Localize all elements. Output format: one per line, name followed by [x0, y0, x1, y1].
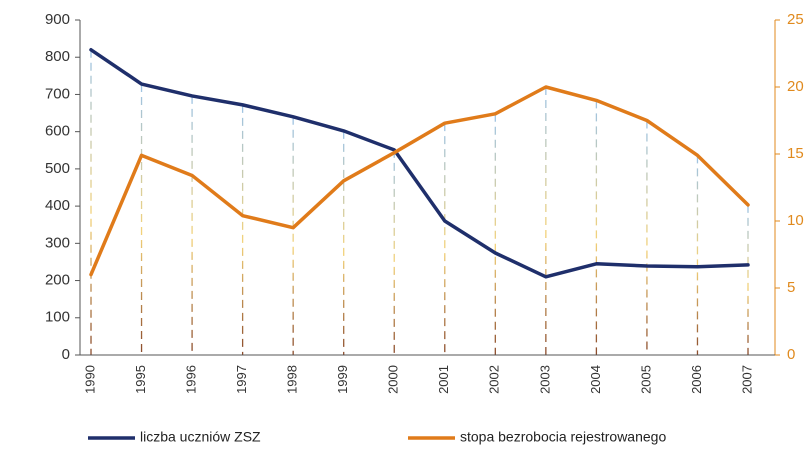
- x-tick-label: 2003: [537, 365, 552, 394]
- x-tick-label: 1995: [133, 365, 148, 394]
- series-line: [89, 85, 750, 277]
- legend-label: liczba uczniów ZSZ: [140, 429, 261, 445]
- x-tick-label: 2000: [386, 365, 401, 394]
- x-tick-label: 1999: [335, 365, 350, 394]
- y2-tick-label: 5: [787, 279, 795, 296]
- x-tick-label: 1998: [285, 365, 300, 394]
- y-tick-label: 100: [45, 309, 70, 326]
- y-tick-label: 900: [45, 11, 70, 28]
- y2-tick-label: 15: [787, 145, 804, 162]
- x-tick-label: 2004: [588, 365, 603, 394]
- y-tick-label: 400: [45, 197, 70, 214]
- y-tick-label: 700: [45, 85, 70, 102]
- y-tick-label: 500: [45, 160, 70, 177]
- y-tick-label: 200: [45, 272, 70, 289]
- y2-tick-label: 10: [787, 212, 804, 229]
- y2-tick-label: 20: [787, 78, 804, 95]
- y-tick-label: 300: [45, 234, 70, 251]
- y-tick-label: 0: [62, 346, 70, 363]
- x-tick-label: 2002: [487, 365, 502, 394]
- series-line: [89, 48, 750, 279]
- x-tick-label: 2001: [436, 365, 451, 394]
- x-tick-label: 1996: [184, 365, 199, 394]
- x-tick-label: 2006: [689, 365, 704, 394]
- y-tick-label: 800: [45, 48, 70, 65]
- x-tick-label: 1997: [234, 365, 249, 394]
- y2-tick-label: 25: [787, 11, 804, 28]
- x-tick-label: 1990: [82, 365, 97, 394]
- y2-tick-label: 0: [787, 346, 795, 363]
- x-tick-label: 2007: [739, 365, 754, 394]
- legend-label: stopa bezrobocia rejestrowanego: [460, 429, 666, 445]
- x-tick-label: 2005: [638, 365, 653, 394]
- y-tick-label: 600: [45, 123, 70, 140]
